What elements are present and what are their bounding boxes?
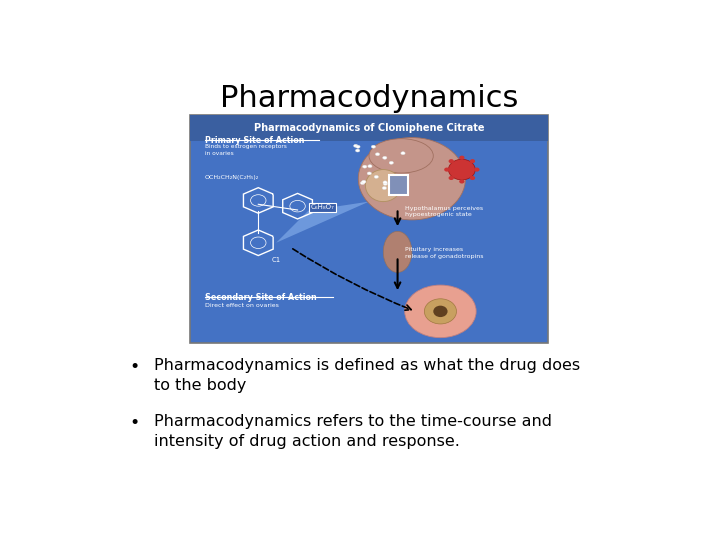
Ellipse shape (374, 176, 379, 178)
Ellipse shape (394, 179, 398, 182)
Ellipse shape (368, 165, 372, 167)
Text: Primary Site of Action: Primary Site of Action (204, 137, 305, 145)
Ellipse shape (433, 306, 448, 317)
Ellipse shape (390, 161, 393, 164)
Text: C₆H₈O₇: C₆H₈O₇ (311, 204, 335, 210)
Ellipse shape (459, 179, 464, 184)
Ellipse shape (359, 138, 465, 220)
Text: OCH₂CH₂N(C₂H₅)₂: OCH₂CH₂N(C₂H₅)₂ (204, 175, 259, 180)
Ellipse shape (361, 181, 364, 185)
Ellipse shape (469, 159, 475, 163)
Text: Pharmacodynamics: Pharmacodynamics (220, 84, 518, 112)
Ellipse shape (382, 186, 387, 190)
Ellipse shape (401, 152, 405, 154)
Ellipse shape (375, 153, 379, 156)
Ellipse shape (383, 181, 387, 184)
Ellipse shape (405, 285, 476, 338)
Ellipse shape (449, 159, 475, 180)
Bar (190, 114, 548, 343)
Ellipse shape (383, 231, 412, 273)
Ellipse shape (474, 167, 480, 172)
Ellipse shape (382, 156, 387, 159)
Ellipse shape (367, 172, 372, 175)
Text: Hypothalamus perceives
hypoestrogenic state: Hypothalamus perceives hypoestrogenic st… (405, 206, 483, 218)
Text: Pharmacodynamics of Clomiphene Citrate: Pharmacodynamics of Clomiphene Citrate (253, 123, 485, 133)
Text: Pharmacodynamics is defined as what the drug does
to the body: Pharmacodynamics is defined as what the … (154, 358, 580, 393)
Text: •: • (129, 358, 139, 376)
Ellipse shape (369, 139, 433, 173)
Polygon shape (276, 201, 369, 243)
Text: •: • (129, 414, 139, 432)
Ellipse shape (469, 176, 475, 180)
Ellipse shape (354, 144, 358, 147)
Ellipse shape (383, 183, 387, 185)
Text: Binds to estrogen receptors
in ovaries: Binds to estrogen receptors in ovaries (204, 144, 287, 156)
Ellipse shape (356, 145, 360, 149)
Ellipse shape (459, 156, 464, 160)
Ellipse shape (444, 167, 449, 172)
Ellipse shape (363, 165, 367, 168)
Ellipse shape (449, 176, 454, 180)
Ellipse shape (372, 145, 376, 148)
Ellipse shape (361, 180, 366, 183)
Ellipse shape (366, 170, 401, 201)
Ellipse shape (449, 159, 454, 163)
Bar (190, 114, 548, 141)
Ellipse shape (424, 299, 456, 324)
Text: C1: C1 (271, 257, 281, 263)
Text: Secondary Site of Action: Secondary Site of Action (204, 293, 317, 302)
Text: Pharmacodynamics refers to the time-course and
intensity of drug action and resp: Pharmacodynamics refers to the time-cour… (154, 414, 552, 449)
Bar (389, 176, 408, 195)
Text: Pituitary increases
release of gonadotropins: Pituitary increases release of gonadotro… (405, 247, 483, 259)
Text: Direct effect on ovaries: Direct effect on ovaries (204, 303, 279, 308)
Ellipse shape (356, 149, 360, 152)
